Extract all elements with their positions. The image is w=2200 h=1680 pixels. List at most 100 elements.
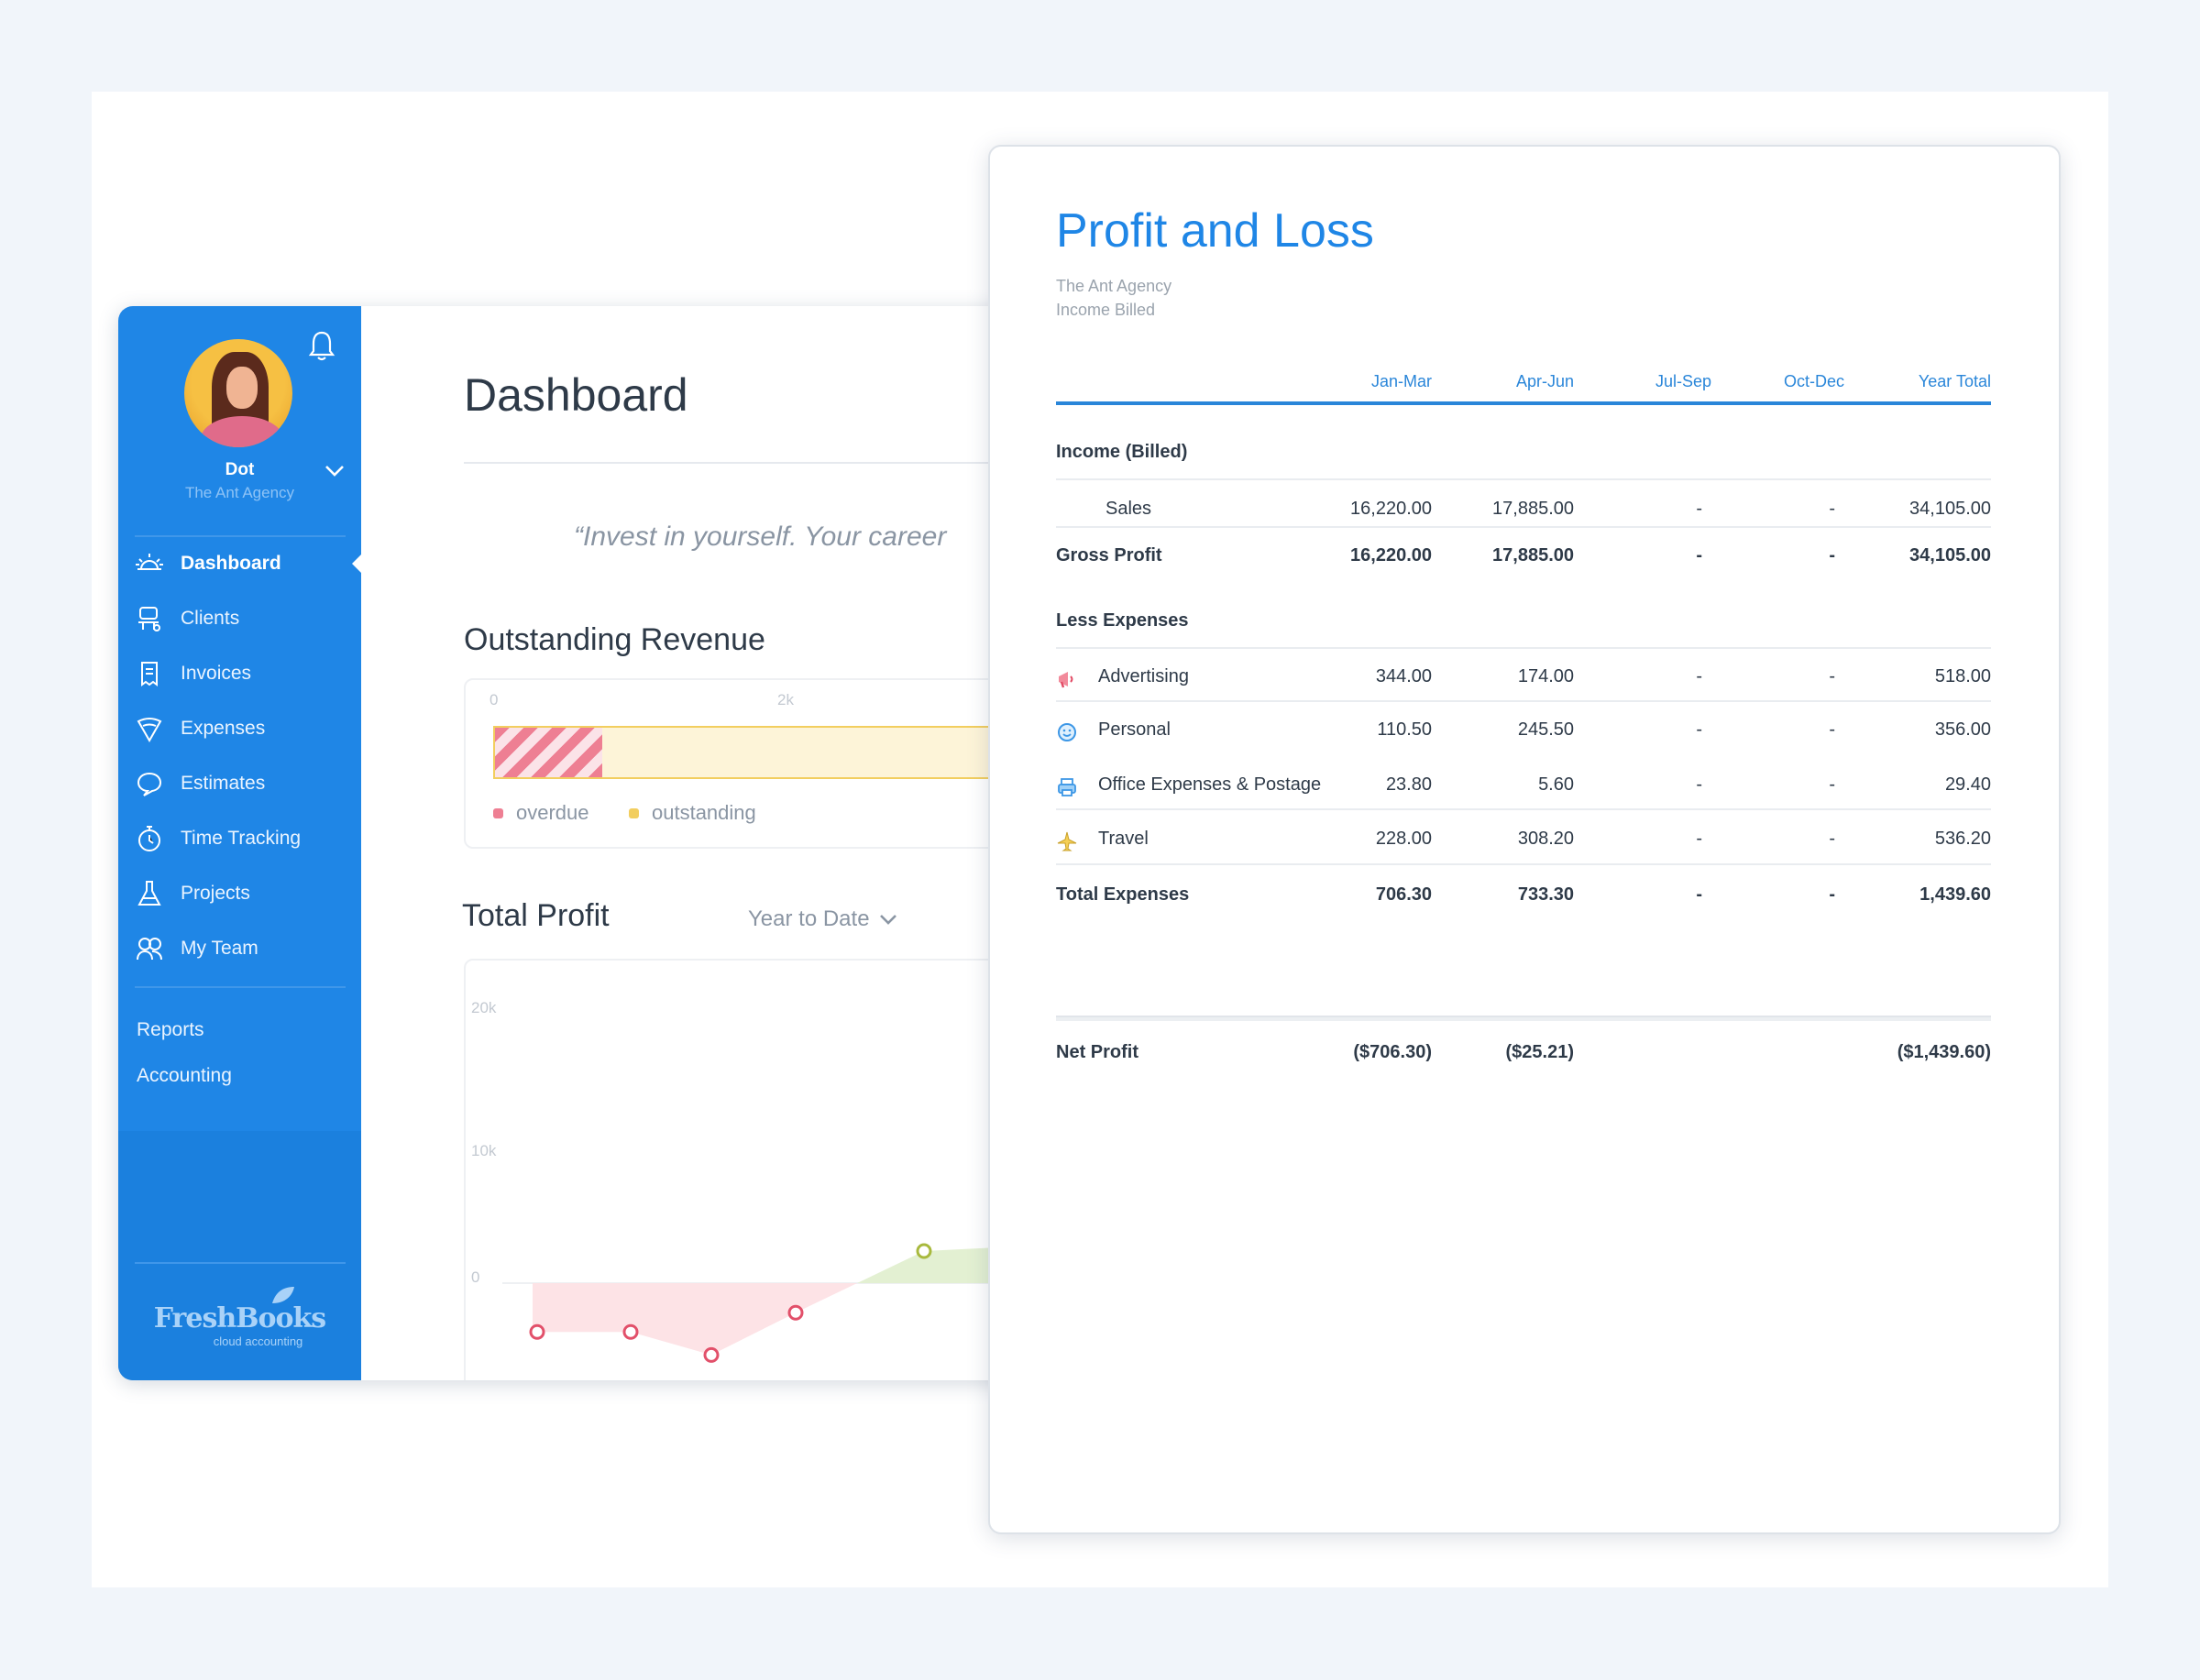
cell: 174.00 bbox=[1517, 666, 1574, 686]
table-row: Gross Profit 16,220.00 17,885.00 - - 34,… bbox=[1056, 534, 1991, 580]
row-label: Sales bbox=[1106, 499, 1152, 519]
report-company: The Ant Agency bbox=[1056, 277, 1172, 295]
freshbooks-logo-tagline: cloud accounting bbox=[213, 1334, 303, 1348]
table-row: Personal 110.50 245.50 - - 356.00 bbox=[1056, 708, 1991, 754]
plane-icon bbox=[1057, 831, 1077, 851]
avatar[interactable] bbox=[184, 339, 292, 447]
sidebar-item-dashboard[interactable]: Dashboard bbox=[118, 536, 361, 591]
bell-icon[interactable] bbox=[307, 329, 336, 362]
flask-icon bbox=[138, 881, 161, 906]
cell: 29.40 bbox=[1944, 774, 1991, 795]
total-profit-card: 20k 10k 0 bbox=[464, 959, 1035, 1380]
period-select[interactable]: Year to Date bbox=[748, 906, 870, 931]
table-row: Advertising 344.00 174.00 - - 518.00 bbox=[1056, 655, 1991, 701]
sidebar-item-expenses[interactable]: Expenses bbox=[118, 701, 361, 756]
row-label: Net Profit bbox=[1056, 1042, 1138, 1062]
cell: 16,220.00 bbox=[1350, 499, 1432, 519]
chevron-down-icon[interactable] bbox=[324, 462, 346, 478]
sidebar-item-my-team[interactable]: My Team bbox=[118, 921, 361, 976]
cell: - bbox=[1829, 774, 1835, 795]
leaf-icon bbox=[272, 1287, 294, 1303]
cell: 733.30 bbox=[1517, 884, 1574, 905]
data-point bbox=[787, 1304, 804, 1321]
legend-overdue: overdue bbox=[493, 801, 589, 825]
legend-swatch bbox=[493, 807, 503, 818]
legend-swatch bbox=[629, 807, 639, 818]
cell: 34,105.00 bbox=[1909, 545, 1991, 565]
column-header[interactable]: Apr-Jun bbox=[1515, 372, 1574, 390]
report-title: Profit and Loss bbox=[1056, 204, 1374, 258]
cell: - bbox=[1829, 829, 1835, 849]
legend-outstanding: outstanding bbox=[629, 801, 756, 825]
cell: 5.60 bbox=[1538, 774, 1574, 795]
data-point bbox=[703, 1346, 720, 1363]
row-label: Total Expenses bbox=[1056, 884, 1190, 905]
freshbooks-logo: FreshBooks bbox=[153, 1302, 326, 1334]
y-tick: 10k bbox=[471, 1142, 497, 1159]
cell: 536.20 bbox=[1934, 829, 1991, 849]
cell: 356.00 bbox=[1934, 719, 1991, 740]
sidebar-item-label: My Team bbox=[181, 938, 258, 959]
sidebar-item-label: Dashboard bbox=[181, 553, 281, 574]
sidebar-divider bbox=[135, 986, 346, 988]
cell: 308.20 bbox=[1517, 829, 1574, 849]
cell: 228.00 bbox=[1375, 829, 1432, 849]
sidebar-item-label: Estimates bbox=[181, 773, 266, 794]
user-name[interactable]: Dot bbox=[225, 460, 255, 479]
legend-label: overdue bbox=[516, 801, 589, 824]
estimates-icon bbox=[137, 772, 162, 796]
cell: 518.00 bbox=[1934, 666, 1991, 686]
cell: - bbox=[1696, 499, 1702, 519]
cell: 110.50 bbox=[1377, 719, 1432, 740]
sidebar-secondary-nav: Reports Accounting bbox=[137, 1016, 232, 1108]
loss-area bbox=[533, 1283, 858, 1356]
sidebar-item-invoices[interactable]: Invoices bbox=[118, 646, 361, 701]
cell: - bbox=[1696, 719, 1702, 740]
row-label: Gross Profit bbox=[1056, 545, 1162, 565]
overdue-bar-segment[interactable] bbox=[495, 728, 602, 777]
chevron-down-icon[interactable] bbox=[878, 911, 898, 928]
sidebar: Dot The Ant Agency Dashboard Clients bbox=[118, 306, 361, 1380]
profit-chart bbox=[502, 1243, 1035, 1363]
outstanding-revenue-card: 0 2k overdue outstanding bbox=[464, 678, 1035, 849]
data-point bbox=[622, 1323, 639, 1340]
cell: - bbox=[1829, 884, 1835, 905]
total-profit-title: Total Profit bbox=[462, 898, 610, 933]
outstanding-bar[interactable] bbox=[493, 726, 1035, 779]
sidebar-item-reports[interactable]: Reports bbox=[137, 1019, 204, 1040]
sunrise-icon bbox=[136, 554, 163, 570]
sidebar-divider bbox=[135, 535, 346, 537]
cell: 16,220.00 bbox=[1350, 545, 1432, 565]
sidebar-item-projects[interactable]: Projects bbox=[118, 866, 361, 921]
column-header[interactable]: Jan-Mar bbox=[1370, 372, 1432, 390]
sidebar-item-clients[interactable]: Clients bbox=[118, 591, 361, 646]
column-header[interactable]: Jul-Sep bbox=[1655, 372, 1711, 390]
sidebar-item-estimates[interactable]: Estimates bbox=[118, 756, 361, 811]
sidebar-item-label: Clients bbox=[181, 608, 240, 629]
profit-loss-report: Profit and Loss The Ant Agency Income Bi… bbox=[988, 145, 2061, 1534]
data-point bbox=[529, 1323, 545, 1340]
cell: - bbox=[1696, 829, 1702, 849]
sidebar-item-label: Time Tracking bbox=[181, 828, 302, 849]
quote-text: “Invest in yourself. Your career bbox=[574, 522, 947, 552]
cell: ($706.30) bbox=[1353, 1042, 1432, 1062]
income-section-header: Income (Billed) bbox=[1056, 442, 1188, 462]
table-row: Net Profit ($706.30) ($25.21) ($1,439.60… bbox=[1056, 1031, 1991, 1077]
dashboard-window: Dot The Ant Agency Dashboard Clients bbox=[118, 306, 1035, 1380]
smiley-icon bbox=[1058, 723, 1076, 741]
column-header[interactable]: Year Total bbox=[1918, 372, 1991, 390]
cell: 17,885.00 bbox=[1492, 545, 1574, 565]
data-point bbox=[916, 1243, 932, 1259]
column-header[interactable]: Oct-Dec bbox=[1783, 372, 1844, 390]
y-tick: 20k bbox=[471, 999, 497, 1016]
cell: ($25.21) bbox=[1505, 1042, 1575, 1062]
sidebar-item-time-tracking[interactable]: Time Tracking bbox=[118, 811, 361, 866]
cell: - bbox=[1829, 545, 1835, 565]
printer-icon bbox=[1058, 778, 1076, 796]
cell: 245.50 bbox=[1517, 719, 1574, 740]
sidebar-item-accounting[interactable]: Accounting bbox=[137, 1065, 232, 1086]
y-tick: 0 bbox=[471, 1268, 480, 1286]
cell: - bbox=[1696, 666, 1702, 686]
axis-tick: 0 bbox=[490, 691, 499, 708]
sidebar-nav: Dashboard Clients Invoices bbox=[118, 536, 361, 976]
